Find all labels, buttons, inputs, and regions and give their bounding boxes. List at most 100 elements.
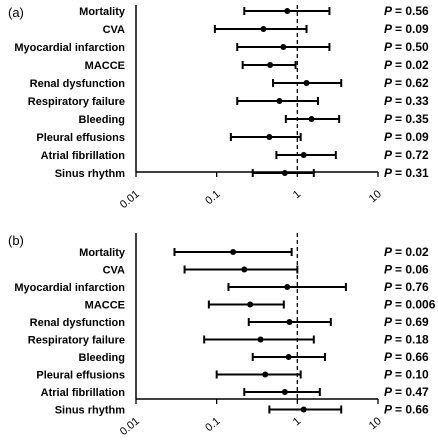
panel-label: (a) [8, 5, 24, 20]
p-value: = 0.02 [395, 245, 429, 259]
p-value-text: P = 0.69 [384, 315, 429, 329]
p-value-text: P = 0.33 [384, 94, 429, 108]
row-label: Respiratory failure [28, 335, 125, 347]
p-value-text: P = 0.35 [384, 112, 429, 126]
row-label: Pleural effusions [36, 132, 125, 144]
p-symbol: P [384, 385, 393, 399]
p-value: = 0.62 [395, 76, 429, 90]
p-value: = 0.06 [395, 263, 429, 277]
p-symbol: P [384, 4, 393, 18]
p-symbol: P [384, 403, 393, 417]
row-label: Bleeding [79, 352, 125, 364]
p-value: = 0.35 [395, 112, 429, 126]
p-value-text: P = 0.09 [384, 130, 429, 144]
p-value-text: P = 0.02 [384, 245, 429, 259]
p-value: = 0.69 [395, 315, 429, 329]
point-estimate [247, 301, 254, 308]
panel-label: (b) [8, 233, 24, 248]
p-value: = 0.02 [395, 58, 429, 72]
p-value: = 0.56 [395, 4, 429, 18]
p-symbol: P [384, 263, 393, 277]
p-symbol: P [384, 130, 393, 144]
p-value: = 0.76 [395, 280, 429, 294]
row-label: Renal dysfunction [30, 317, 126, 329]
row-label: Myocardial infarction [14, 42, 125, 54]
p-value: = 0.09 [395, 130, 429, 144]
p-value: = 0.66 [395, 350, 429, 364]
p-value: = 0.18 [395, 333, 429, 347]
row-label: Pleural effusions [36, 370, 125, 382]
p-symbol: P [384, 315, 393, 329]
point-estimate [266, 134, 273, 140]
row-label: CVA [103, 265, 125, 277]
p-value-text: P = 0.18 [384, 333, 429, 347]
p-value: = 0.09 [395, 22, 429, 36]
p-value: = 0.10 [395, 368, 429, 382]
p-symbol: P [384, 58, 393, 72]
x-tick-label: 0.01 [118, 188, 142, 211]
p-symbol: P [384, 76, 393, 90]
row-label: Renal dysfunction [30, 78, 126, 90]
point-estimate [280, 44, 287, 50]
x-tick-label: 0.1 [203, 188, 222, 207]
row-label: Sinus rhythm [55, 405, 126, 417]
p-value-text: P = 0.66 [384, 403, 429, 417]
p-value-text: P = 0.56 [384, 4, 429, 18]
row-label: Mortality [79, 6, 126, 18]
p-value-text: P = 0.31 [384, 166, 429, 180]
p-symbol: P [384, 22, 393, 36]
row-label: MACCE [85, 60, 125, 72]
x-tick-label: 1 [291, 415, 303, 428]
point-estimate [260, 26, 267, 32]
point-estimate [285, 354, 292, 360]
point-estimate [284, 284, 291, 290]
p-symbol: P [384, 148, 393, 162]
row-label: Bleeding [79, 114, 125, 126]
p-symbol: P [384, 280, 393, 294]
x-tick-label: 10 [367, 415, 384, 432]
point-estimate [281, 170, 288, 176]
row-label: Sinus rhythm [55, 168, 126, 180]
point-estimate [308, 116, 315, 122]
p-value: = 0.72 [395, 148, 429, 162]
p-value-text: P = 0.76 [384, 280, 429, 294]
p-value-text: P = 0.66 [384, 350, 429, 364]
point-estimate [276, 98, 283, 104]
p-symbol: P [384, 298, 393, 312]
point-estimate [300, 152, 307, 158]
p-value-text: P = 0.50 [384, 40, 429, 54]
x-tick-label: 10 [367, 188, 384, 205]
point-estimate [262, 371, 269, 378]
p-symbol: P [384, 368, 393, 382]
row-label: Mortality [79, 247, 126, 259]
point-estimate [257, 336, 264, 343]
p-value-text: P = 0.62 [384, 76, 429, 90]
p-symbol: P [384, 94, 393, 108]
p-symbol: P [384, 245, 393, 259]
p-symbol: P [384, 350, 393, 364]
p-value: = 0.006 [395, 298, 436, 312]
p-value-text: P = 0.09 [384, 22, 429, 36]
p-value-text: P = 0.47 [384, 385, 429, 399]
p-value: = 0.31 [395, 166, 429, 180]
point-estimate [286, 319, 293, 325]
point-estimate [241, 266, 248, 273]
point-estimate [284, 8, 291, 14]
p-value: = 0.66 [395, 403, 429, 417]
row-label: CVA [103, 24, 125, 36]
p-symbol: P [384, 333, 393, 347]
point-estimate [281, 389, 288, 395]
p-symbol: P [384, 166, 393, 180]
p-value: = 0.50 [395, 40, 429, 54]
row-label: Atrial fibrillation [41, 387, 126, 399]
row-label: Myocardial infarction [14, 282, 125, 294]
p-value-text: P = 0.006 [384, 298, 436, 312]
p-value-text: P = 0.02 [384, 58, 429, 72]
point-estimate [303, 80, 310, 86]
p-value: = 0.47 [395, 385, 429, 399]
x-tick-label: 0.01 [118, 415, 142, 438]
p-symbol: P [384, 112, 393, 126]
p-symbol: P [384, 40, 393, 54]
